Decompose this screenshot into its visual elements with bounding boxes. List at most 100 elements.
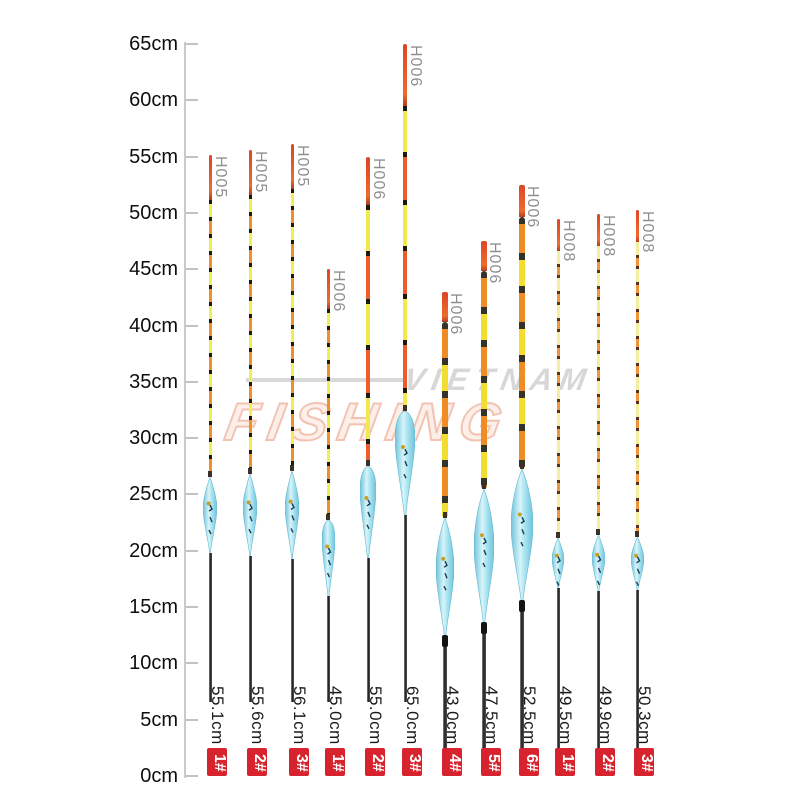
float-length-label: 45.0cm	[326, 686, 345, 745]
float-size-tag: 1#	[325, 748, 346, 776]
body-decal-icon	[517, 512, 522, 517]
float-size-tag: 3#	[634, 748, 655, 776]
ruler-tick-label: 0cm	[140, 765, 178, 787]
float-collar	[208, 471, 212, 477]
ruler-tick	[186, 662, 198, 665]
float-model-label: H005	[294, 145, 311, 188]
ruler-tick	[186, 43, 198, 45]
float-size-tag: 5#	[481, 748, 502, 776]
float-tip	[481, 241, 487, 271]
ruler-tick	[186, 549, 198, 552]
float-length-label: 52.5cm	[520, 686, 539, 745]
ruler-tick-label: 65cm	[129, 33, 178, 55]
ruler-tick	[186, 718, 198, 721]
float-body	[552, 538, 564, 590]
float-tip	[556, 219, 560, 251]
float-antenna	[403, 106, 407, 411]
ruler-tick	[186, 437, 198, 440]
float-model-label: H008	[639, 211, 656, 254]
float-size-tag: 2#	[247, 748, 268, 776]
float-antenna	[442, 322, 448, 518]
float-stick	[520, 601, 524, 762]
ruler-tick	[186, 268, 198, 271]
ruler-tick-label: 20cm	[129, 539, 178, 562]
float-stick-collar	[519, 600, 525, 612]
float-antenna	[208, 200, 212, 477]
float-collar	[326, 514, 330, 520]
float-body	[395, 411, 415, 517]
float-tip	[248, 150, 252, 195]
float-stick-collar	[442, 635, 448, 647]
ruler-tick	[186, 99, 198, 102]
float-size-tag: 1#	[555, 748, 576, 776]
float-tip	[366, 157, 370, 205]
float-tip	[403, 44, 407, 106]
float-collar	[290, 465, 294, 471]
ruler-tick	[186, 493, 198, 496]
float-collar	[248, 468, 252, 474]
float-length-label: 47.5cm	[482, 686, 501, 745]
float-stick	[556, 588, 560, 762]
float-length-label: 43.0cm	[443, 686, 462, 745]
float-model-label: H008	[600, 215, 617, 258]
float-model-label: H006	[407, 45, 424, 88]
ruler-tick-label: 35cm	[129, 370, 178, 393]
float-stick-collar	[481, 622, 487, 634]
float-collar	[596, 529, 600, 535]
float-size-tag: 3#	[289, 748, 310, 776]
ruler-tick-label: 10cm	[129, 652, 178, 675]
ruler-tick-label: 40cm	[129, 314, 178, 337]
float-size-tag: 2#	[365, 748, 386, 776]
float-collar	[366, 460, 370, 466]
float-antenna	[366, 205, 370, 466]
float-body	[630, 537, 644, 592]
float-tip	[208, 155, 212, 200]
float-body	[436, 518, 454, 638]
ruler-tick-label: 55cm	[129, 145, 178, 168]
float-body	[591, 535, 605, 593]
float-collar	[635, 531, 639, 537]
float-size-tag: 4#	[442, 748, 463, 776]
float-size-tag: 6#	[519, 748, 540, 776]
float-length-label: 56.1cm	[290, 686, 309, 745]
float-length-label: 55.0cm	[366, 686, 385, 745]
ruler-tick	[186, 380, 198, 383]
ruler-tick-label: 5cm	[140, 708, 178, 731]
float-antenna	[596, 246, 600, 535]
float-antenna	[290, 189, 294, 471]
float-body	[243, 474, 257, 558]
float-model-label: H005	[212, 156, 229, 199]
float-stick	[403, 515, 407, 702]
float-stick	[248, 556, 252, 702]
ruler-tick	[186, 211, 198, 214]
watermark-line	[246, 378, 406, 382]
ruler-tick	[186, 324, 198, 327]
float-antenna	[635, 242, 639, 537]
float-collar	[556, 532, 560, 538]
float-collar	[520, 463, 524, 469]
float-collar	[482, 483, 486, 489]
body-decal-icon	[554, 553, 559, 558]
float-body	[321, 520, 335, 598]
float-size-tag: 2#	[595, 748, 616, 776]
float-stick	[290, 559, 294, 702]
float-body	[360, 466, 376, 560]
float-stick	[443, 636, 447, 762]
float-antenna	[248, 195, 252, 474]
ruler-tick-label: 30cm	[129, 427, 178, 450]
float-body	[203, 477, 217, 555]
body-decal-icon	[324, 544, 329, 549]
float-size-tag: 1#	[207, 748, 228, 776]
float-model-label: H005	[252, 151, 269, 194]
float-antenna	[519, 217, 525, 469]
float-length-label: 49.9cm	[596, 686, 615, 745]
ruler-tick	[186, 155, 198, 158]
float-antenna	[326, 309, 330, 520]
float-body	[285, 471, 299, 561]
float-model-label: H006	[370, 158, 387, 201]
body-decal-icon	[206, 501, 211, 506]
float-body	[511, 469, 533, 603]
ruler-tick-label: 45cm	[129, 258, 178, 281]
float-tip	[635, 210, 639, 242]
float-collar	[443, 512, 447, 518]
